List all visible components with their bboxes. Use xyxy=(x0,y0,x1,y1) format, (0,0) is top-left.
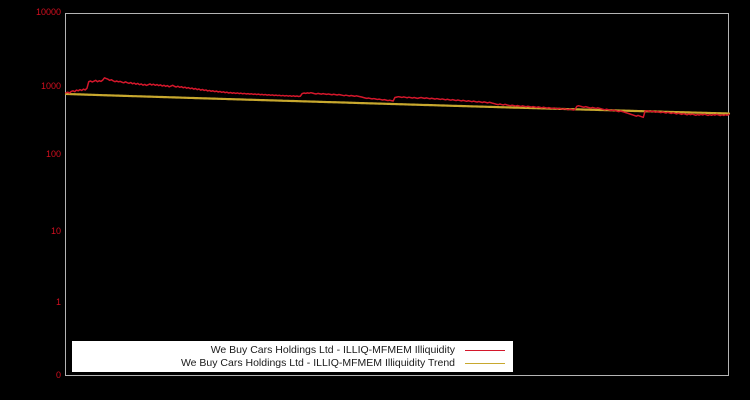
legend-swatch-illiquidity xyxy=(465,349,505,351)
legend-label-illiquidity: We Buy Cars Holdings Ltd - ILLIQ-MFMEM I… xyxy=(210,344,455,356)
legend-entry-illiquidity[interactable]: We Buy Cars Holdings Ltd - ILLIQ-MFMEM I… xyxy=(72,344,509,357)
y-tick-10000: 10000 xyxy=(35,7,61,17)
y-axis-tick-labels: 10000 1000 100 10 1 0 xyxy=(0,0,61,400)
illiquidity-line-path xyxy=(65,77,730,119)
plot-area xyxy=(65,13,729,376)
legend-swatch-illiquidity-trend xyxy=(465,362,505,364)
trend-line-path xyxy=(64,92,731,115)
legend-label-illiquidity-trend: We Buy Cars Holdings Ltd - ILLIQ-MFMEM I… xyxy=(180,357,455,369)
y-tick-100: 100 xyxy=(45,149,61,159)
chart-legend: We Buy Cars Holdings Ltd - ILLIQ-MFMEM I… xyxy=(72,341,513,372)
legend-entry-illiquidity-trend[interactable]: We Buy Cars Holdings Ltd - ILLIQ-MFMEM I… xyxy=(72,357,509,370)
y-tick-0: 0 xyxy=(55,370,61,380)
y-tick-1000: 1000 xyxy=(40,81,61,91)
y-tick-10: 10 xyxy=(50,226,61,236)
y-tick-1: 1 xyxy=(55,297,61,307)
